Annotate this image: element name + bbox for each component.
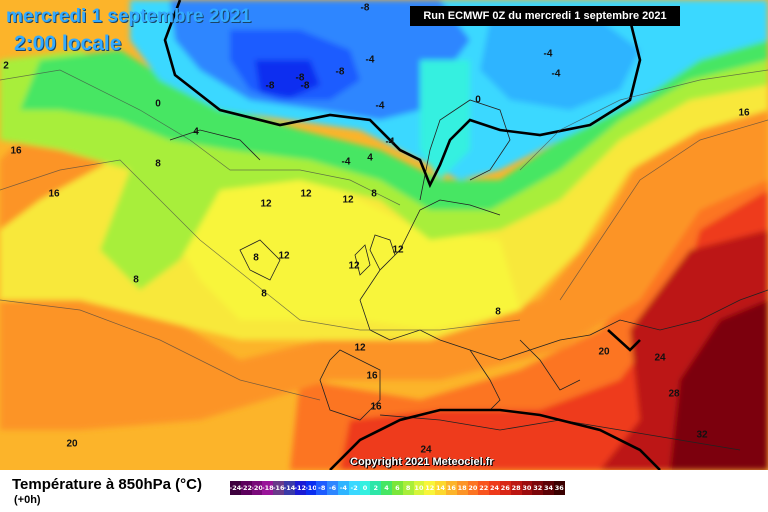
isotherm-label: 8 <box>155 158 161 170</box>
isotherm-label: 12 <box>278 250 290 262</box>
scale-swatch: 14 <box>435 481 446 495</box>
isotherm-label: 16 <box>738 107 750 119</box>
scale-swatch: 18 <box>456 481 468 495</box>
isotherm-label: 0 <box>155 98 161 110</box>
scale-swatch: 32 <box>532 481 544 495</box>
scale-swatch: 2 <box>370 481 382 495</box>
scale-swatch: 12 <box>424 481 436 495</box>
isotherm-label: 20 <box>66 438 78 450</box>
copyright-text: Copyright 2021 Meteociel.fr <box>350 456 494 468</box>
isotherm-label: 16 <box>370 401 382 413</box>
isotherm-label: 12 <box>392 244 404 256</box>
isotherm-label: 24 <box>420 444 432 456</box>
isotherm-label: -8 <box>335 66 345 78</box>
isotherm-label: 8 <box>133 274 139 286</box>
date-title: mercredi 1 septembre 2021 <box>6 6 252 27</box>
isotherm-label: 16 <box>10 145 22 157</box>
scale-swatch: -24 <box>230 481 241 495</box>
isotherm-label: -8 <box>300 80 310 92</box>
isotherm-label: 32 <box>696 429 708 441</box>
isotherm-label: -4 <box>551 68 561 80</box>
isotherm-label: -8 <box>295 72 305 84</box>
scale-swatch: 34 <box>543 481 554 495</box>
scale-swatch: 24 <box>489 481 500 495</box>
scale-swatch: -2 <box>348 481 360 495</box>
isotherm-label: -8 <box>265 80 275 92</box>
map-canvas <box>0 0 768 470</box>
isotherm-label: 12 <box>348 260 360 272</box>
scale-swatch: -14 <box>283 481 295 495</box>
scale-swatch: 26 <box>499 481 511 495</box>
isotherm-label: 24 <box>654 352 666 364</box>
scale-swatch: -20 <box>251 481 263 495</box>
scale-swatch: -18 <box>262 481 274 495</box>
isotherm-label: -4 <box>385 136 395 148</box>
scale-swatch: -10 <box>305 481 317 495</box>
isotherm-label: -4 <box>375 100 385 112</box>
scale-swatch: 0 <box>359 481 371 495</box>
isotherm-label: 20 <box>598 346 610 358</box>
isotherm-label: -4 <box>341 156 351 168</box>
temperature-field <box>0 0 768 470</box>
isotherm-label: -4 <box>543 48 553 60</box>
isotherm-label: 4 <box>193 126 199 138</box>
scale-swatch: 4 <box>381 481 392 495</box>
scale-swatch: -22 <box>240 481 252 495</box>
scale-swatch: 28 <box>510 481 522 495</box>
scale-swatch: -16 <box>273 481 284 495</box>
legend-title: Température à 850hPa (°C) <box>12 476 202 493</box>
isotherm-label: 16 <box>366 370 378 382</box>
isotherm-label: 8 <box>261 288 267 300</box>
isotherm-label: -4 <box>365 54 375 66</box>
isotherm-label: 12 <box>300 188 312 200</box>
isotherm-label: 8 <box>371 188 377 200</box>
scale-swatch: -6 <box>327 481 338 495</box>
isotherm-label: 8 <box>253 252 259 264</box>
temperature-map: -8 -8 -8 -8 -8 -4 -4 -4 -4 -4 -4 0 0 4 4 8 8 8 8 8 8 12 12 12 12… <box>0 0 768 470</box>
scale-swatch: -12 <box>294 481 306 495</box>
legend-footer: Température à 850hPa (°C) (+0h) -24 -22 -2… <box>0 470 768 512</box>
isotherm-label: 12 <box>260 198 272 210</box>
isotherm-label: 12 <box>354 342 366 354</box>
color-scale: -24 -22 -20 -18 -16 -14 -12 -10 -8 -6 -4 -2 0 2 4 6 8 10 1… <box>230 481 565 495</box>
scale-swatch: 30 <box>521 481 533 495</box>
scale-swatch: -8 <box>316 481 328 495</box>
legend-subtitle: (+0h) <box>14 494 41 506</box>
scale-swatch: -4 <box>337 481 349 495</box>
secondary-isotherms <box>0 69 768 401</box>
isotherm-label: 8 <box>495 306 501 318</box>
isotherm-label: 12 <box>342 194 354 206</box>
isotherm-label: 0 <box>475 94 481 106</box>
scale-swatch: 6 <box>391 481 403 495</box>
run-info: Run ECMWF 0Z du mercredi 1 septembre 202… <box>410 6 680 26</box>
isotherm-label: -8 <box>360 2 370 14</box>
isotherm-label: 28 <box>668 388 680 400</box>
isotherm-label: 4 <box>367 152 373 164</box>
scale-swatch: 10 <box>413 481 425 495</box>
scale-swatch: 22 <box>478 481 490 495</box>
scale-swatch: 16 <box>445 481 457 495</box>
isotherm-label: 16 <box>48 188 60 200</box>
main-isotherms <box>163 0 661 470</box>
time-title: 2:00 locale <box>14 32 122 55</box>
scale-swatch: 20 <box>467 481 479 495</box>
scale-swatch: 8 <box>402 481 414 495</box>
scale-swatch: 36 <box>553 481 565 495</box>
isotherm-label: 2 <box>3 60 9 72</box>
